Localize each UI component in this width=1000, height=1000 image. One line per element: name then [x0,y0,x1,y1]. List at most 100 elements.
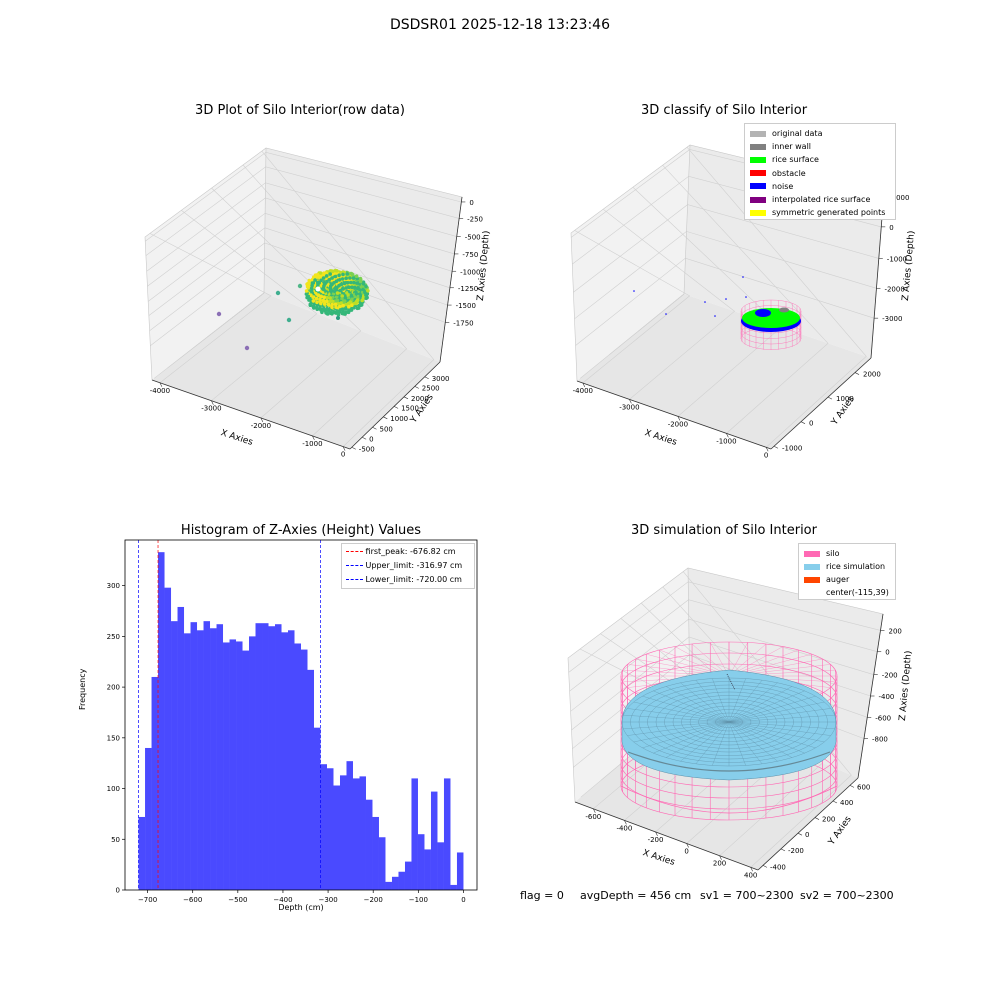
mesh-spoke [680,721,730,762]
surface-gap [315,286,321,292]
surface-point [328,296,332,300]
histogram-bar [171,621,178,890]
surface-point [319,301,323,306]
histogram-bar [359,776,366,890]
x-tick [686,843,689,848]
mesh-spoke [642,721,730,749]
z-tick-label: -1250 [458,285,478,293]
mesh-spoke [728,678,746,723]
legend-label: Upper_limit: -316.97 cm [365,561,463,570]
chart-title-histogram: Histogram of Z-Axies (Height) Values [180,523,422,538]
x-tick-label: −400 [273,896,292,904]
box-inner-edge [683,144,691,295]
legend-swatch [750,170,766,177]
z-tick-label: -2000 [884,285,904,293]
legend-item: silo [804,547,889,560]
x-tick-label: -2000 [251,422,271,430]
mesh-spoke [712,678,730,723]
y-tick [424,376,429,380]
surface-point [321,307,326,311]
y-tick [351,446,356,450]
plot-frame [124,539,478,891]
surface-point [340,311,345,316]
legend-label: interpolated rice surface [772,195,871,205]
mesh-spoke [728,721,763,764]
x-tick-label: 200 [713,860,726,868]
x-tick-label: −700 [138,896,157,904]
histogram-bar [326,768,334,890]
x-tick [593,808,596,813]
noise-cluster [755,309,771,317]
surface-point [335,291,340,295]
x-tick-label: 400 [744,871,757,879]
histogram-bar [404,861,412,890]
x-tick [750,867,753,872]
histogram-bar [320,764,327,890]
x-axis-line [151,379,351,450]
y-tick-label: 1500 [401,404,419,412]
surface-point [338,288,343,293]
mesh-spoke [653,690,730,723]
histogram-bar [177,606,185,890]
x-tick [629,399,632,404]
histogram-bar [203,621,211,890]
z-tick-label: 1000 [892,194,910,202]
back-left-pane [145,148,266,380]
y-tick [362,436,367,440]
legend-label: inner wall [772,142,812,152]
surface-point [339,282,344,287]
y-tick-label: 3000 [432,375,450,383]
y-gridline [666,293,685,309]
surface-point [361,287,366,292]
surface-point [322,302,327,306]
x-tick-label: 0 [764,451,768,459]
surface-point [308,302,313,307]
surface-point [331,299,335,304]
legend-label: obstacle [772,168,806,178]
legend-swatch [804,563,820,570]
legend-swatch [750,209,766,216]
mesh-spoke [653,721,730,754]
histogram-bar [184,633,191,890]
surface-point [327,278,332,282]
surface-point [331,295,335,300]
surface-point [347,304,351,309]
legend-item: inner wall [750,140,885,153]
surface-point [344,286,348,290]
z-tick-label: -250 [467,215,483,223]
surface-point [311,281,316,285]
y-axis-line [757,777,859,871]
mesh-spoke [627,708,730,723]
chart-title-raw: 3D Plot of Silo Interior(row data) [195,103,405,118]
floor-pane [152,293,440,449]
histogram-bar [346,761,353,890]
legend-swatch [750,156,766,163]
mesh-spoke [623,714,730,723]
surface-point [309,289,314,293]
y-tick-label: 1000 [390,415,408,423]
surface-point [337,278,342,282]
surface-point [335,309,340,313]
z-tick-label: 0 [469,199,473,207]
y-tick [403,396,409,400]
x-tick-label: -3000 [619,403,639,411]
surface-point [334,305,338,309]
surface-point [319,294,324,299]
y-tick-label: 300 [107,582,120,590]
x-gridline [662,164,829,434]
histogram-bar [158,552,165,890]
surface-point [324,299,329,304]
surface-point [334,279,339,284]
histogram-bar [339,775,347,890]
histogram-bar [372,816,379,890]
silo-bottom-front [620,785,838,814]
surface-point [350,303,354,308]
surface-point [348,276,352,280]
surface-point [306,294,311,298]
histogram-bar [190,622,198,890]
z-tick-label: -1000 [887,255,907,263]
histogram-bar [229,639,237,890]
x-tick-label: −100 [409,896,428,904]
outlier-point [244,345,250,351]
